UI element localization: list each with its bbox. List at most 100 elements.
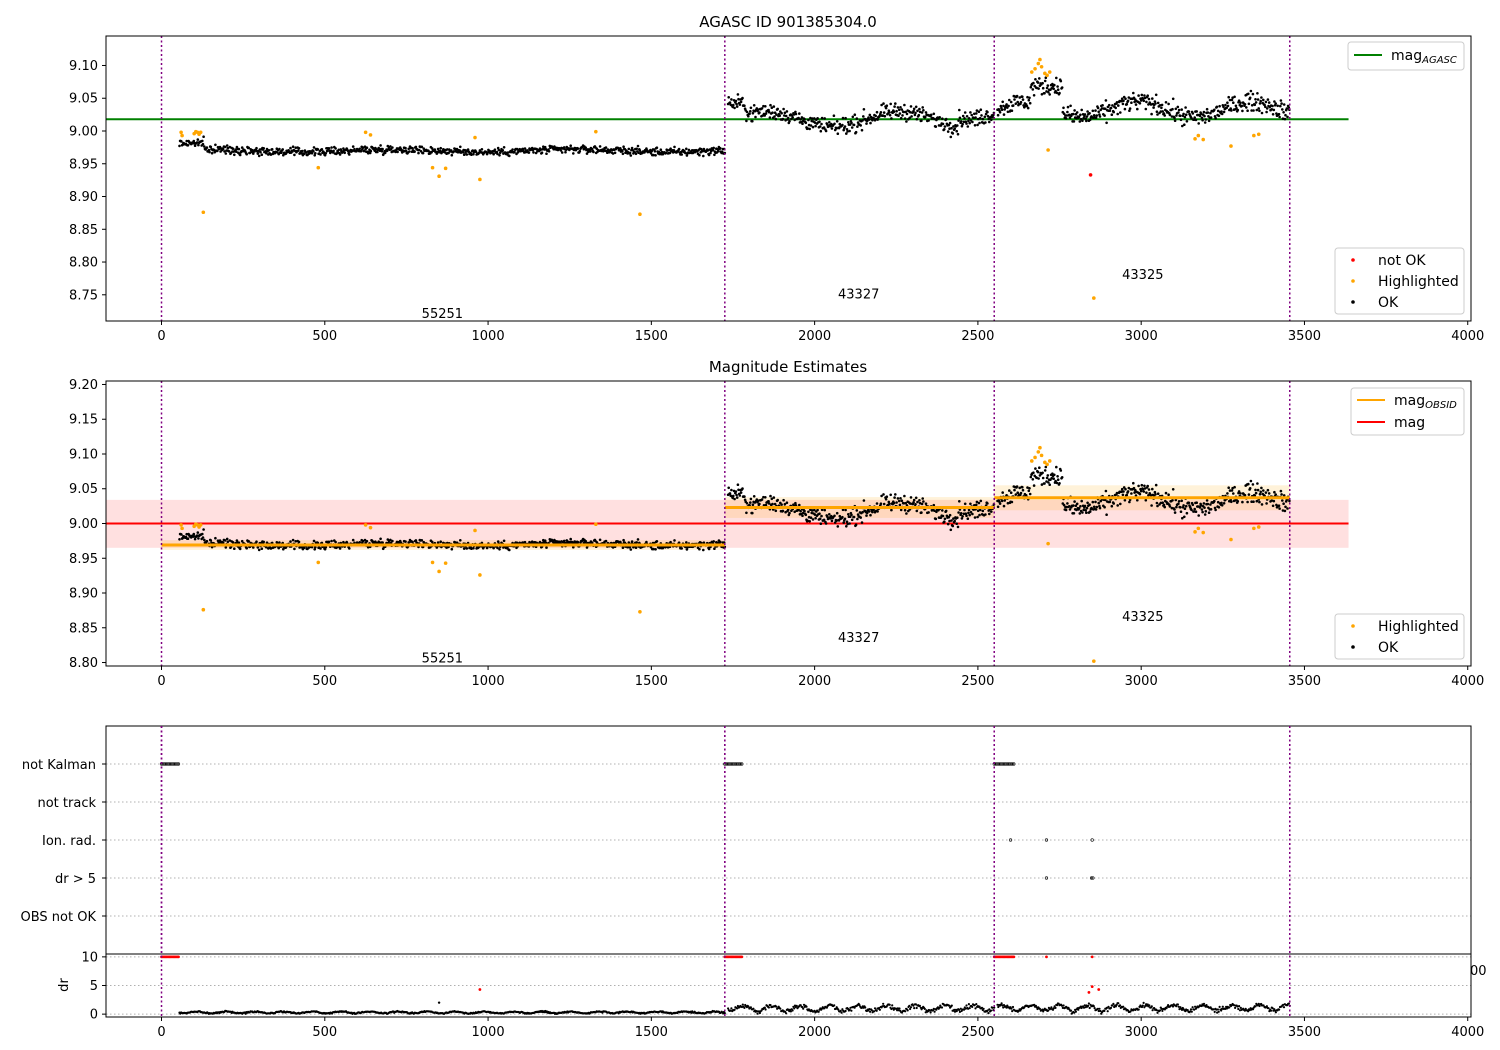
- ok-point: [855, 509, 859, 512]
- y-tick-label: 9.00: [69, 517, 98, 532]
- highlighted-point: [638, 609, 642, 614]
- dr-ok-point: [873, 1010, 876, 1013]
- dr-ok-point: [817, 1010, 820, 1013]
- ok-point: [1080, 108, 1083, 112]
- ok-point: [1250, 500, 1253, 504]
- ok-point: [819, 522, 823, 525]
- ok-point: [1140, 483, 1144, 487]
- ok-point: [867, 510, 871, 513]
- ok-point: [389, 541, 393, 545]
- ok-point: [893, 496, 896, 499]
- ok-point: [1155, 110, 1159, 113]
- ok-point: [1230, 109, 1233, 112]
- ok-point: [1278, 115, 1281, 119]
- highlighted-point: [1047, 459, 1052, 463]
- ok-point: [924, 115, 927, 119]
- ok-point: [909, 496, 913, 499]
- ok-point: [1143, 96, 1147, 100]
- ok-point: [207, 148, 211, 152]
- ok-point: [1256, 98, 1260, 101]
- ok-point: [1056, 478, 1060, 482]
- ok-point: [868, 113, 872, 117]
- ok-point: [1068, 505, 1071, 508]
- ok-point: [808, 520, 811, 523]
- ok-point: [314, 152, 317, 155]
- dr-ok-point: [1144, 1004, 1147, 1008]
- ok-point: [1046, 474, 1050, 477]
- ok-point: [1010, 500, 1014, 504]
- ok-point: [673, 539, 676, 542]
- ok-point: [590, 147, 594, 151]
- dr-ok-point: [967, 1003, 971, 1006]
- ok-point: [979, 108, 983, 111]
- ok-point: [1001, 491, 1004, 494]
- ok-point: [1097, 110, 1100, 114]
- ok-point: [1144, 107, 1148, 111]
- ok-point: [914, 105, 918, 109]
- ok-point: [813, 508, 816, 512]
- ok-point: [918, 501, 922, 505]
- ok-point: [918, 107, 921, 111]
- ok-point: [983, 115, 987, 119]
- ok-point: [619, 540, 622, 544]
- ok-point: [1180, 499, 1183, 503]
- ok-point: [1205, 107, 1209, 111]
- ok-point: [966, 125, 970, 128]
- flag-point-dr-gt-5: [1089, 876, 1094, 880]
- ok-point: [974, 116, 977, 119]
- ok-point: [856, 517, 859, 521]
- ok-point: [496, 540, 500, 543]
- ok-point: [446, 148, 449, 151]
- ok-point: [474, 150, 478, 153]
- ok-point: [1026, 95, 1029, 99]
- ok-point: [201, 532, 204, 536]
- dr-ok-point: [904, 1010, 907, 1013]
- ok-point: [890, 508, 893, 512]
- ok-point: [598, 145, 602, 148]
- dr-ok-point: [1228, 1006, 1231, 1009]
- highlighted-point: [1029, 70, 1034, 74]
- ok-point: [924, 502, 928, 506]
- ok-point: [829, 517, 832, 520]
- ok-point: [1162, 503, 1166, 507]
- ok-point: [411, 147, 414, 150]
- highlighted-point: [1047, 70, 1052, 74]
- ok-point: [797, 116, 800, 120]
- ok-point: [1016, 491, 1019, 495]
- ok-point: [951, 132, 955, 135]
- ok-point: [1026, 486, 1029, 489]
- highlighted-point: [1046, 541, 1050, 546]
- ok-point: [1273, 100, 1276, 103]
- ok-point: [823, 508, 826, 512]
- ok-point: [1193, 507, 1196, 511]
- dr-ok-point: [1153, 1007, 1156, 1010]
- ok-point: [1160, 106, 1163, 110]
- ok-point: [958, 500, 961, 503]
- ok-point: [1174, 107, 1178, 111]
- ok-point: [1094, 508, 1098, 511]
- ok-point: [282, 547, 285, 551]
- ok-point: [956, 525, 960, 529]
- ok-point: [1092, 505, 1096, 509]
- ok-point: [559, 149, 563, 152]
- ok-point: [1059, 79, 1063, 83]
- highlighted-point: [198, 130, 203, 135]
- ok-point: [967, 511, 970, 515]
- dr-ok-point: [950, 1004, 953, 1007]
- ok-point: [1203, 114, 1206, 118]
- ok-point: [784, 114, 788, 118]
- figure-title: AGASC ID 901385304.0: [699, 13, 877, 31]
- ok-point: [897, 108, 901, 112]
- ok-point: [329, 151, 332, 155]
- ok-point: [754, 115, 757, 119]
- dr-ok-point: [844, 1009, 847, 1013]
- ok-point: [1246, 109, 1249, 112]
- ok-point: [1185, 120, 1189, 123]
- ok-point: [209, 145, 213, 149]
- ok-point: [1272, 499, 1276, 503]
- ok-point: [853, 113, 857, 116]
- ok-point: [946, 522, 950, 526]
- ok-point: [783, 111, 787, 115]
- ok-point: [1230, 500, 1233, 504]
- ok-point: [1101, 104, 1104, 107]
